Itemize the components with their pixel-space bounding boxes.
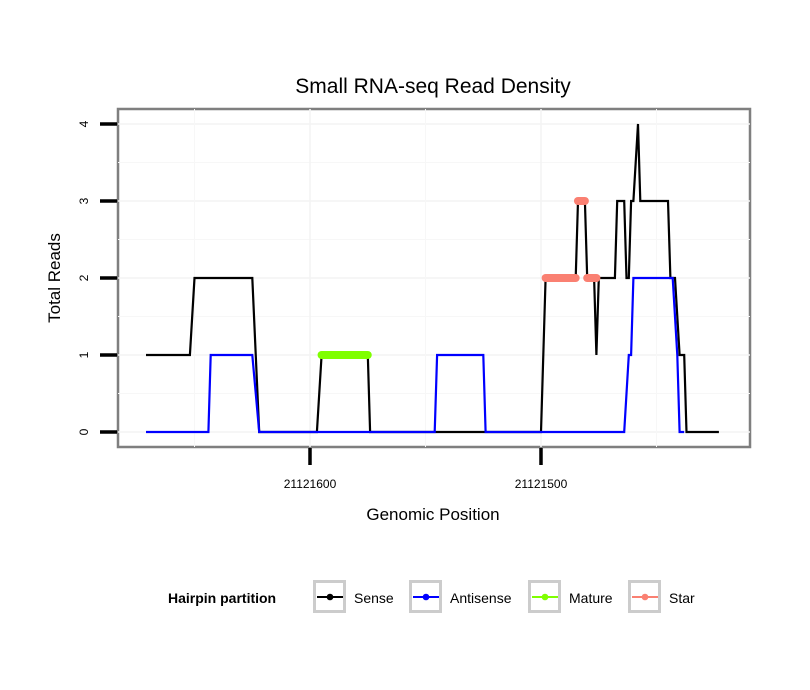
legend-item-antisense: Antisense <box>409 580 512 613</box>
x-axis-title: Genomic Position <box>366 505 499 524</box>
series-layer <box>146 123 719 434</box>
legend-key-point <box>422 593 430 601</box>
x-tick-label: 21121600 <box>284 477 337 491</box>
series-sense-line <box>146 123 719 434</box>
y-tick-label: 3 <box>77 197 91 204</box>
y-axis: 0 1 2 3 4 <box>77 120 117 435</box>
x-tick-label: 21121500 <box>515 477 568 491</box>
legend-item-mature: Mature <box>528 580 613 613</box>
x-axis: 21121600 21121500 <box>284 448 568 491</box>
legend-label: Mature <box>569 590 613 606</box>
series-antisense-line <box>146 276 685 434</box>
y-tick-label: 1 <box>77 351 91 358</box>
y-tick-label: 0 <box>77 428 91 435</box>
legend: Hairpin partition Sense Antisense Mature St… <box>168 580 695 613</box>
y-axis-title: Total Reads <box>45 233 64 323</box>
legend-title: Hairpin partition <box>168 590 276 606</box>
legend-label: Antisense <box>450 590 512 606</box>
y-tick-label: 2 <box>77 274 91 281</box>
legend-item-sense: Sense <box>313 580 394 613</box>
legend-label: Sense <box>354 590 394 606</box>
chart-title: Small RNA-seq Read Density <box>295 75 571 98</box>
y-tick-label: 4 <box>77 120 91 127</box>
legend-label: Star <box>669 590 695 606</box>
legend-key-point <box>641 593 649 601</box>
legend-item-star: Star <box>628 580 695 613</box>
legend-key-point <box>541 593 549 601</box>
legend-key-point <box>326 593 334 601</box>
